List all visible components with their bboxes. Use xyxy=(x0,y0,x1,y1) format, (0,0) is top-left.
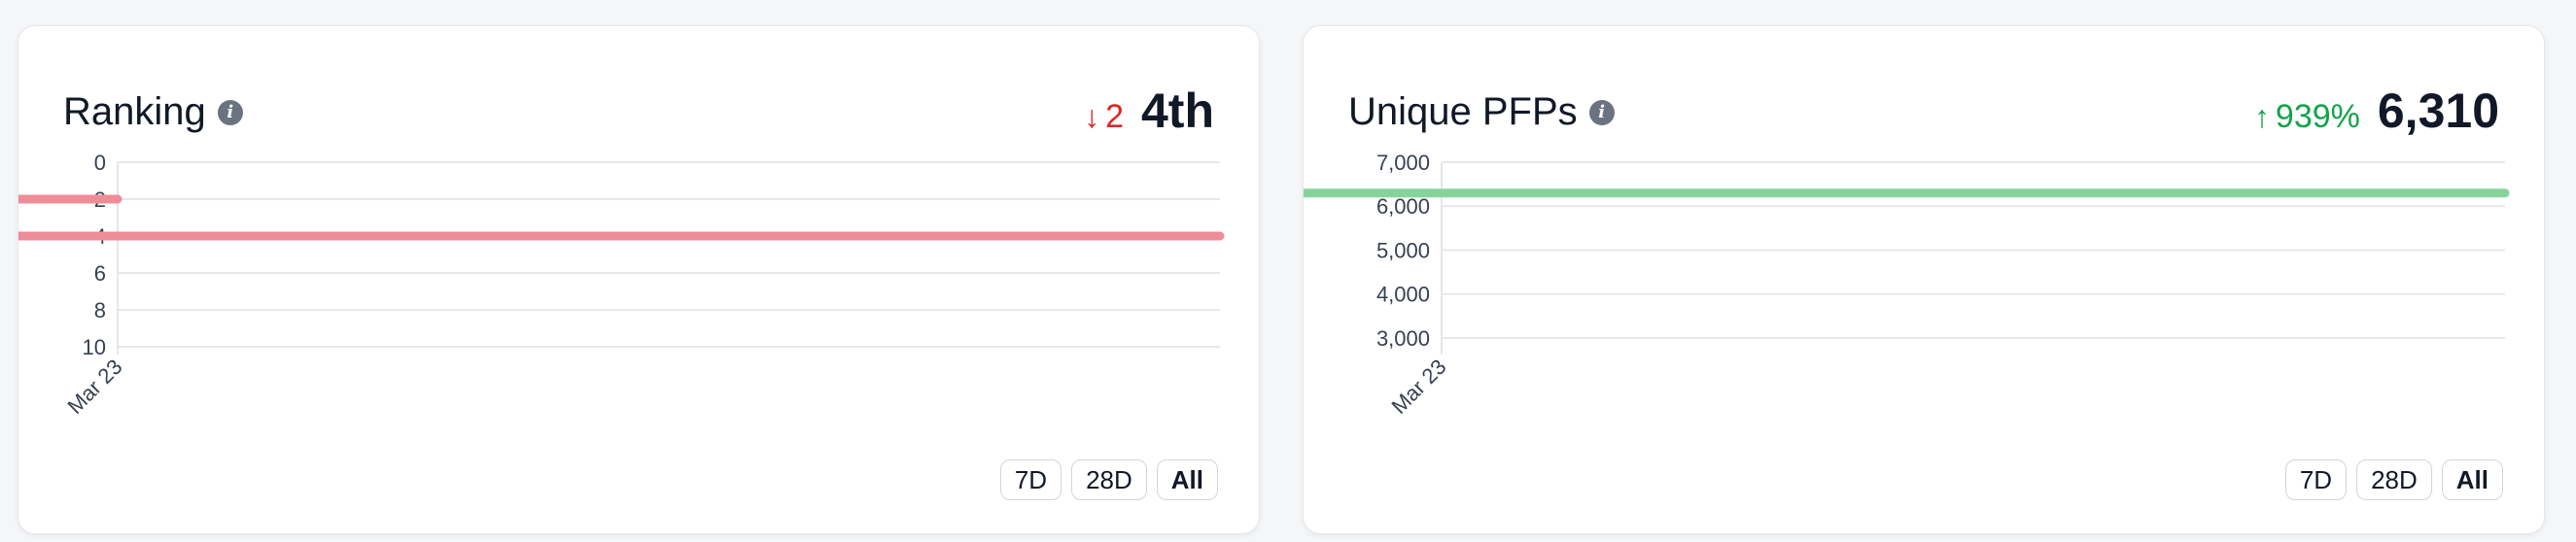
series-line xyxy=(1304,188,2510,198)
info-icon[interactable]: i xyxy=(217,99,243,125)
pfps-range-buttons: 7D 28D All xyxy=(2284,459,2503,500)
x-tick-label: Mar 23 xyxy=(1386,355,1450,419)
pfps-value: 6,310 xyxy=(2377,84,2499,138)
pfps-change: ↑ 939% xyxy=(2254,98,2360,136)
ranking-change-value: 2 xyxy=(1105,98,1124,135)
arrow-down-icon: ↓ xyxy=(1084,99,1100,134)
pfps-card: Unique PFPs i ↑ 939% 6,310 7,000 6,000 5,0… xyxy=(1303,25,2545,534)
y-tick-label: 3,000 xyxy=(1376,326,1430,351)
range-all-button[interactable]: All xyxy=(2441,459,2503,500)
y-tick-label: 0 xyxy=(94,151,106,175)
ranking-range-buttons: 7D 28D All xyxy=(999,459,1218,500)
ranking-title-row: Ranking i xyxy=(63,90,243,134)
y-tick-label: 10 xyxy=(83,335,106,359)
ranking-title: Ranking xyxy=(63,90,206,133)
y-tick-label: 5,000 xyxy=(1376,238,1430,262)
pfps-stat: ↑ 939% 6,310 xyxy=(2254,83,2499,139)
range-28d-button[interactable]: 28D xyxy=(2356,459,2432,500)
y-tick-label: 6,000 xyxy=(1376,194,1430,219)
pfps-title: Unique PFPs xyxy=(1348,90,1578,133)
y-tick-label: 7,000 xyxy=(1376,151,1430,175)
info-icon[interactable]: i xyxy=(1588,99,1615,125)
y-tick-label: 4,000 xyxy=(1376,283,1430,307)
ranking-value: 4th xyxy=(1141,84,1214,138)
ranking-stat: ↓ 2 4th xyxy=(1084,83,1214,139)
x-tick-label: Mar 23 xyxy=(62,355,126,419)
range-7d-button[interactable]: 7D xyxy=(999,459,1062,500)
range-7d-button[interactable]: 7D xyxy=(2284,459,2348,500)
y-tick-label: 6 xyxy=(94,261,106,286)
arrow-up-icon: ↑ xyxy=(2253,99,2270,134)
range-all-button[interactable]: All xyxy=(1156,459,1218,500)
y-tick-label: 8 xyxy=(94,298,106,322)
pfps-change-value: 939% xyxy=(2275,98,2360,135)
ranking-change: ↓ 2 xyxy=(1084,98,1124,136)
pfps-title-row: Unique PFPs i xyxy=(1348,90,1615,134)
range-28d-button[interactable]: 28D xyxy=(1071,459,1147,500)
